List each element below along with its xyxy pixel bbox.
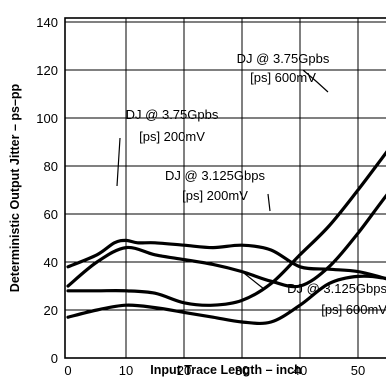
annotation-line: DJ @ 3.125Gbps bbox=[287, 281, 386, 296]
annotation-line: [ps] 600mV bbox=[321, 302, 386, 317]
annotation-4: DJ @ 3.125Gbps [ps] 600mV bbox=[287, 281, 386, 317]
annotation-leader bbox=[239, 269, 265, 290]
series-line-1 bbox=[66, 193, 386, 289]
curves bbox=[66, 150, 386, 326]
x-tick-label: 10 bbox=[119, 363, 133, 378]
annotation-3: DJ @ 3.125Gbps [ps] 200mV bbox=[165, 168, 265, 203]
y-axis-title: Deterministic Output Jitter – ps–pp bbox=[8, 83, 22, 292]
y-tick-label: 20 bbox=[44, 303, 58, 318]
annotation-line: DJ @ 3.75Gpbs bbox=[237, 51, 330, 66]
series-line-4 bbox=[66, 274, 386, 326]
x-tick-label: 0 bbox=[64, 363, 71, 378]
plot-frame bbox=[64, 17, 386, 359]
y-tick-label: 80 bbox=[44, 159, 58, 174]
y-tick-label: 100 bbox=[36, 111, 58, 126]
annotation-line: [ps] 600mV bbox=[250, 70, 316, 85]
x-tick-label: 20 bbox=[177, 363, 191, 378]
annotation-leaders bbox=[116, 69, 329, 290]
x-axis-title: Input Trace Length – inch bbox=[150, 363, 301, 377]
tick-labels: 010203040506070020406080100120140 bbox=[36, 15, 365, 378]
x-tick-label: 40 bbox=[293, 363, 307, 378]
annotation-line: [ps] 200mV bbox=[139, 129, 205, 144]
series-line-3 bbox=[66, 150, 386, 307]
series-line-2 bbox=[66, 238, 386, 281]
x-tick-label: 30 bbox=[235, 363, 249, 378]
annotations: DJ @ 3.75Gpbs [ps] 600mV DJ @ 3.75Gpbs [ps]… bbox=[126, 51, 386, 317]
annotation-leader bbox=[267, 193, 271, 212]
annotation-1: DJ @ 3.75Gpbs [ps] 600mV bbox=[237, 51, 330, 85]
x-tick-label: 50 bbox=[351, 363, 365, 378]
y-tick-label: 140 bbox=[36, 15, 58, 30]
annotation-2: DJ @ 3.75Gpbs [ps] 200mV bbox=[126, 107, 219, 144]
annotation-line: DJ @ 3.75Gpbs bbox=[126, 107, 219, 122]
annotation-leader bbox=[302, 69, 329, 93]
y-tick-label: 40 bbox=[44, 255, 58, 270]
y-tick-label: 0 bbox=[51, 351, 58, 366]
annotation-line: [ps] 200mV bbox=[182, 188, 248, 203]
annotation-leader bbox=[116, 137, 121, 187]
y-tick-label: 60 bbox=[44, 207, 58, 222]
annotation-line: DJ @ 3.125Gbps bbox=[165, 168, 265, 183]
y-tick-label: 120 bbox=[36, 63, 58, 78]
